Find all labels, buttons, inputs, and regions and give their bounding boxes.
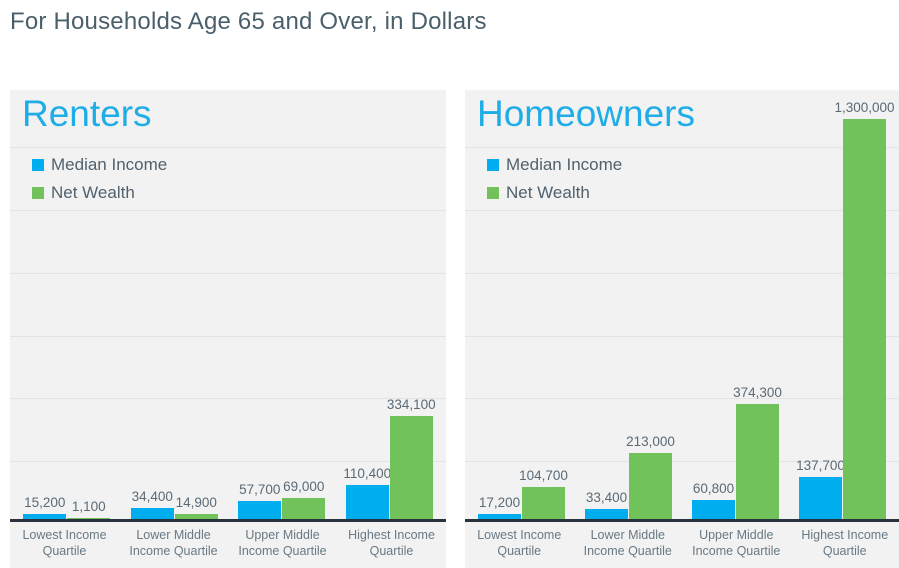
data-label: 17,200: [478, 495, 521, 510]
chart-panel-homeowners: Homeowners Median Income Net Wealth 17,2…: [465, 90, 899, 568]
data-label: 110,400: [343, 466, 392, 481]
net-wealth-swatch-icon: [487, 187, 499, 199]
bar-group: 60,800 374,300: [682, 385, 789, 519]
legend-item-median-income: Median Income: [487, 151, 622, 179]
data-label: 213,000: [626, 434, 675, 449]
plot-area: 15,200 1,100 34,400 14,900 57,700 69,000 110,4…: [13, 397, 444, 519]
net-wealth-bar: 1,100: [67, 499, 111, 519]
net-wealth-bar: 334,100: [387, 397, 436, 519]
category-label: Lowest Income Quartile: [22, 528, 107, 559]
chart-panel-renters: Renters Median Income Net Wealth 15,200 1…: [10, 90, 446, 568]
legend-label-median-income: Median Income: [506, 155, 623, 174]
data-label: 60,800: [692, 481, 735, 496]
gridline: [10, 147, 446, 148]
gridline: [10, 398, 446, 399]
chart-title-homeowners: Homeowners: [477, 93, 695, 134]
x-axis-line: [465, 519, 899, 522]
median-income-swatch-icon: [32, 159, 44, 171]
data-label: 34,400: [131, 489, 173, 504]
data-label: 1,300,000: [834, 100, 895, 115]
gridline: [465, 461, 899, 462]
legend-item-net-wealth: Net Wealth: [32, 179, 167, 207]
chart-title-renters: Renters: [22, 93, 152, 134]
category-label: Highest Income Quartile: [801, 528, 889, 559]
data-label: 57,700: [239, 482, 281, 497]
data-label: 104,700: [519, 468, 568, 483]
data-label: 374,300: [733, 385, 782, 400]
legend: Median Income Net Wealth: [32, 151, 167, 207]
bar-group: 110,400 334,100: [336, 397, 444, 519]
median-income-bar: 60,800: [692, 481, 735, 519]
gridline: [465, 273, 899, 274]
data-label: 14,900: [175, 495, 217, 510]
category-label: Upper Middle Income Quartile: [692, 528, 781, 559]
bar-group: 17,200 104,700: [468, 468, 575, 519]
category-label: Lower Middle Income Quartile: [583, 528, 672, 559]
median-income-bar: 17,200: [478, 495, 521, 519]
category-labels: Lowest Income Quartile Lower Middle Incom…: [465, 527, 899, 560]
data-label: 15,200: [24, 495, 66, 510]
net-wealth-bar: 374,300: [733, 385, 782, 519]
gridline: [10, 461, 446, 462]
net-wealth-bar: 69,000: [282, 479, 326, 519]
gridline: [465, 210, 899, 211]
net-wealth-bar: 14,900: [174, 495, 218, 519]
bar-group: 34,400 14,900: [121, 489, 229, 519]
median-income-bar: 33,400: [585, 490, 628, 519]
bar-group: 57,700 69,000: [228, 479, 336, 519]
legend-label-median-income: Median Income: [51, 155, 168, 174]
gridline: [10, 273, 446, 274]
median-income-bar: 137,700: [796, 458, 845, 519]
gridline: [465, 147, 899, 148]
net-wealth-swatch-icon: [32, 187, 44, 199]
legend-item-median-income: Median Income: [32, 151, 167, 179]
median-income-bar: 34,400: [130, 489, 174, 519]
data-label: 137,700: [796, 458, 845, 473]
page-title: For Households Age 65 and Over, in Dolla…: [10, 8, 487, 35]
median-income-bar: 110,400: [343, 466, 391, 519]
gridline: [10, 210, 446, 211]
category-labels: Lowest Income Quartile Lower Middle Incom…: [10, 527, 446, 560]
net-wealth-bar: 213,000: [626, 434, 675, 519]
bar-group: 33,400 213,000: [575, 434, 682, 519]
data-label: 69,000: [283, 479, 325, 494]
net-wealth-bar: 1,300,000: [834, 100, 895, 519]
legend: Median Income Net Wealth: [487, 151, 622, 207]
plot-area: 17,200 104,700 33,400 213,000 60,800 374,300 1…: [468, 100, 896, 519]
median-income-bar: 57,700: [238, 482, 282, 519]
median-income-bar: 15,200: [23, 495, 67, 519]
data-label: 1,100: [71, 499, 106, 514]
median-income-swatch-icon: [487, 159, 499, 171]
category-label: Lowest Income Quartile: [477, 528, 562, 559]
gridline: [465, 336, 899, 337]
category-label: Highest Income Quartile: [348, 528, 435, 559]
bar-group: 15,200 1,100: [13, 495, 121, 519]
legend-item-net-wealth: Net Wealth: [487, 179, 622, 207]
category-label: Lower Middle Income Quartile: [129, 528, 218, 559]
net-wealth-bar: 104,700: [519, 468, 568, 519]
gridline: [465, 398, 899, 399]
gridline: [10, 336, 446, 337]
x-axis-line: [10, 519, 446, 522]
data-label: 33,400: [585, 490, 628, 505]
legend-label-net-wealth: Net Wealth: [51, 183, 135, 202]
bar-group: 137,700 1,300,000: [789, 100, 896, 519]
legend-label-net-wealth: Net Wealth: [506, 183, 590, 202]
category-label: Upper Middle Income Quartile: [238, 528, 327, 559]
data-label: 334,100: [386, 397, 436, 412]
